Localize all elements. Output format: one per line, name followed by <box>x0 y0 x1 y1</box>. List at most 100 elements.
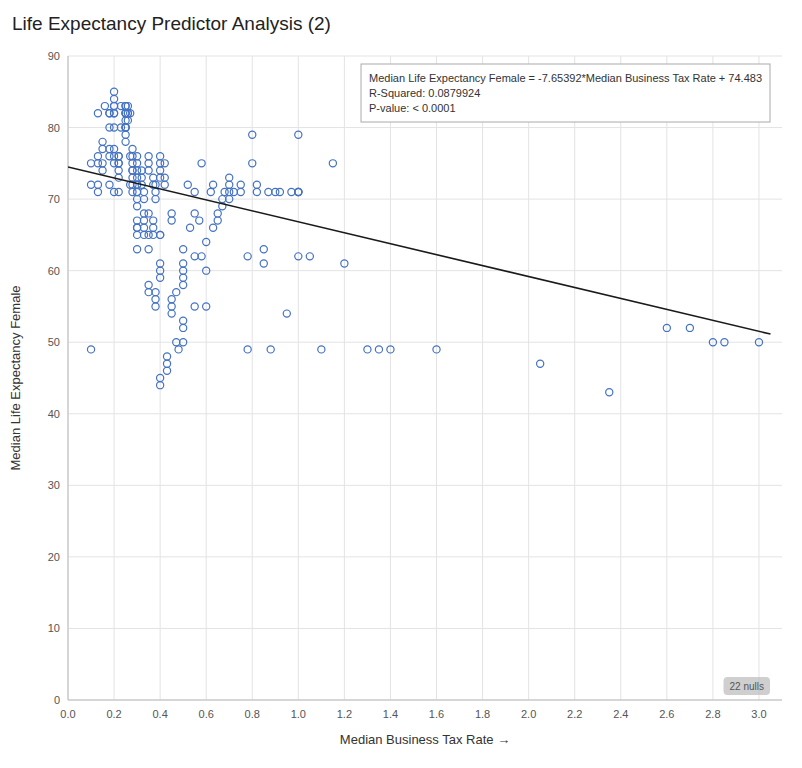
scatter-point <box>115 153 122 160</box>
scatter-point <box>198 253 205 260</box>
scatter-point <box>341 260 348 267</box>
scatter-point <box>122 138 129 145</box>
scatter-point <box>180 274 187 281</box>
scatter-point <box>157 274 164 281</box>
scatter-point <box>253 181 260 188</box>
scatter-point <box>191 188 198 195</box>
scatter-point <box>133 203 140 210</box>
scatter-point <box>101 102 108 109</box>
scatter-point <box>94 153 101 160</box>
nulls-badge-text: 22 nulls <box>730 681 764 692</box>
x-grid-line <box>666 56 667 700</box>
chart: Life Expectancy Predictor Analysis (2)0.… <box>0 0 802 768</box>
scatter-point <box>226 196 233 203</box>
scatter-point <box>168 310 175 317</box>
scatter-point <box>110 110 117 117</box>
scatter-point <box>203 238 210 245</box>
scatter-point <box>237 188 244 195</box>
y-grid-line <box>68 270 782 271</box>
scatter-point <box>115 160 122 167</box>
y-grid-line <box>68 56 782 57</box>
y-tick-label: 80 <box>48 122 60 134</box>
scatter-point <box>196 217 203 224</box>
x-grid-line <box>206 56 207 700</box>
scatter-point <box>295 188 302 195</box>
scatter-point <box>260 260 267 267</box>
scatter-point <box>99 160 106 167</box>
scatter-point <box>203 267 210 274</box>
x-tick-label: 0.4 <box>152 708 167 720</box>
y-tick-label: 30 <box>48 479 60 491</box>
scatter-point <box>203 303 210 310</box>
scatter-point <box>163 367 170 374</box>
y-axis-label: Median Life Expectancy Female <box>8 286 23 471</box>
scatter-point <box>106 181 113 188</box>
scatter-point <box>260 246 267 253</box>
y-grid-line <box>68 700 782 701</box>
scatter-point <box>168 210 175 217</box>
y-axis-line <box>68 56 69 700</box>
scatter-point <box>110 102 117 109</box>
x-grid-line <box>344 56 345 700</box>
scatter-point <box>244 253 251 260</box>
scatter-point <box>152 303 159 310</box>
scatter-point <box>138 167 145 174</box>
scatter-point <box>537 360 544 367</box>
scatter-point <box>110 88 117 95</box>
annotation-text: P-value: < 0.0001 <box>369 102 456 114</box>
x-tick-label: 2.4 <box>613 708 628 720</box>
scatter-point <box>115 188 122 195</box>
scatter-point <box>122 124 129 131</box>
scatter-point <box>133 217 140 224</box>
x-tick-label: 0.0 <box>60 708 75 720</box>
annotation-text: R-Squared: 0.0879924 <box>369 87 480 99</box>
scatter-point <box>152 196 159 203</box>
scatter-point <box>157 231 164 238</box>
scatter-point <box>87 346 94 353</box>
x-tick-label: 2.6 <box>659 708 674 720</box>
scatter-point <box>133 231 140 238</box>
scatter-point <box>184 181 191 188</box>
scatter-point <box>145 153 152 160</box>
scatter-point <box>122 124 129 131</box>
y-tick-label: 50 <box>48 336 60 348</box>
scatter-point <box>138 174 145 181</box>
scatter-point <box>150 174 157 181</box>
scatter-point <box>140 224 147 231</box>
scatter-point <box>180 281 187 288</box>
scatter-point <box>94 181 101 188</box>
annotation-box <box>361 64 770 122</box>
x-tick-label: 1.2 <box>337 708 352 720</box>
scatter-point <box>276 188 283 195</box>
scatter-point <box>253 188 260 195</box>
x-tick-label: 0.6 <box>199 708 214 720</box>
scatter-point <box>606 389 613 396</box>
y-grid-line <box>68 628 782 629</box>
scatter-point <box>115 167 122 174</box>
scatter-point <box>168 296 175 303</box>
scatter-point <box>721 339 728 346</box>
x-grid-line <box>390 56 391 700</box>
scatter-point <box>157 267 164 274</box>
scatter-point <box>230 188 237 195</box>
scatter-point <box>124 117 131 124</box>
scatter-point <box>157 153 164 160</box>
scatter-point <box>295 253 302 260</box>
scatter-point <box>237 181 244 188</box>
x-grid-line <box>298 56 299 700</box>
x-axis-label: Median Business Tax Rate → <box>340 732 510 747</box>
scatter-point <box>152 289 159 296</box>
scatter-point <box>110 124 117 131</box>
x-grid-line <box>620 56 621 700</box>
scatter-point <box>387 346 394 353</box>
x-tick-label: 1.6 <box>429 708 444 720</box>
scatter-point <box>375 346 382 353</box>
scatter-point <box>306 253 313 260</box>
scatter-point <box>161 174 168 181</box>
scatter-point <box>191 210 198 217</box>
scatter-point <box>145 246 152 253</box>
scatter-point <box>133 153 140 160</box>
x-tick-label: 3.0 <box>751 708 766 720</box>
scatter-point <box>226 174 233 181</box>
scatter-point <box>318 346 325 353</box>
